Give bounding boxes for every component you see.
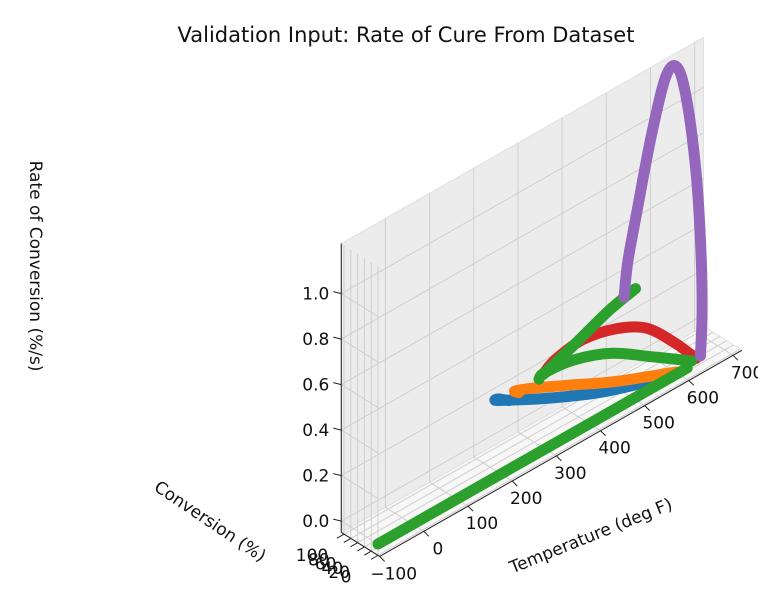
x-axis-line xyxy=(379,349,743,557)
z-tick-mark xyxy=(333,473,342,477)
x-tick-label: 700 xyxy=(731,363,758,383)
y-tick-label: 60 xyxy=(315,555,337,575)
z-tick-mark xyxy=(333,291,342,295)
y-axis-title: Conversion (%) xyxy=(150,477,269,566)
x-tick-mark xyxy=(644,405,651,411)
pane-layer xyxy=(340,36,743,558)
y-tick-mark xyxy=(336,533,345,539)
z-tick-mark xyxy=(333,427,342,431)
x-tick-label: 200 xyxy=(510,489,542,509)
grid-line-z-right xyxy=(341,87,704,295)
x-tick-mark xyxy=(556,455,562,462)
x-tick-mark xyxy=(423,530,430,537)
z-tick-label: 0.8 xyxy=(302,330,329,350)
y-tick-mark xyxy=(370,554,379,560)
series-line-7 xyxy=(618,60,708,362)
grid-line-z-left xyxy=(341,293,380,318)
z-tick-label: 0.0 xyxy=(302,512,329,532)
grid-line-y-floor xyxy=(350,331,714,539)
grid-line-z-right xyxy=(341,178,704,386)
x-tick-mark xyxy=(511,480,518,487)
y-tick-mark xyxy=(350,542,358,548)
y-tick-mark xyxy=(357,546,365,552)
series-line-2 xyxy=(509,366,682,399)
x-tick-label: 100 xyxy=(466,514,498,534)
y-tick-label: 100 xyxy=(296,546,328,566)
x-tick-label: 0 xyxy=(432,539,443,559)
y-tick-label: 0 xyxy=(341,567,352,587)
x-tick-mark xyxy=(600,430,606,437)
x-tick-mark xyxy=(732,354,739,361)
axes-layer xyxy=(333,243,743,562)
grid-line-z-left xyxy=(341,429,380,455)
x-tick-mark xyxy=(467,505,474,512)
grid-line-z-right xyxy=(341,223,704,431)
z-tick-label: 1.0 xyxy=(302,285,329,305)
z-tick-mark xyxy=(333,382,342,386)
grid-line-z-right xyxy=(341,314,704,522)
x-tick-label: 600 xyxy=(687,389,719,409)
grid-line-z-right xyxy=(341,269,704,477)
y-tick-label: 20 xyxy=(328,563,350,583)
grid-line-z-left xyxy=(341,520,380,546)
y-axis-line xyxy=(341,532,380,557)
grid-line-z-left xyxy=(341,338,380,364)
z-tick-label: 0.4 xyxy=(302,421,329,441)
x-tick-label: 300 xyxy=(554,464,586,484)
z-tick-mark xyxy=(333,518,342,522)
x-tick-mark xyxy=(688,380,695,386)
series-layer xyxy=(372,60,708,550)
series-line-1 xyxy=(489,371,673,407)
series-line-5 xyxy=(372,362,693,550)
grid-line-y-floor xyxy=(377,348,741,556)
x-tick-label: 400 xyxy=(598,439,630,459)
z-axis-title: Rate of Conversion (%/s) xyxy=(25,161,45,372)
y-tick-label: 40 xyxy=(322,559,344,579)
z-tick-label: 0.6 xyxy=(302,376,329,396)
y-tick-mark xyxy=(363,550,372,556)
x-tick-label: −100 xyxy=(370,564,417,584)
x-tick-mark xyxy=(379,556,386,562)
grid-line-z-left xyxy=(341,384,380,409)
y-tick-label: 80 xyxy=(308,550,330,570)
grid-line-y-floor xyxy=(343,327,707,535)
x-tick-label: 500 xyxy=(642,414,674,434)
grid-line-z-left xyxy=(341,475,380,500)
y-tick-mark xyxy=(343,537,352,543)
labels-layer: −10001002003004005006007000204060801000.… xyxy=(296,285,758,588)
z-tick-mark xyxy=(333,336,342,340)
z-tick-label: 0.2 xyxy=(302,467,329,487)
chart-title: Validation Input: Rate of Cure From Data… xyxy=(178,23,635,47)
